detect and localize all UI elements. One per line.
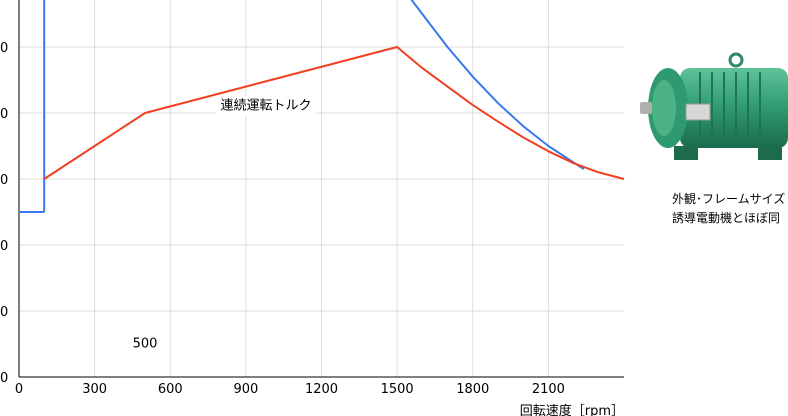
chart-axes [18,0,624,378]
speed-annotation: 500 [133,336,158,351]
motor-caption-line2: 誘導電動機とほぼ同 [672,211,781,225]
x-tick-label: 1800 [456,382,489,397]
x-tick-label: 600 [158,382,183,397]
y-tick-label: 0 [0,107,8,122]
chart-grid [19,0,624,377]
x-tick-label: 2100 [532,382,565,397]
x-axis-title: 回転速度［rpm］ [520,403,624,416]
y-tick-label: 0 [0,371,8,386]
y-tick-label: 0 [0,239,8,254]
x-tick-label: 900 [233,382,258,397]
chart-series [19,0,625,213]
x-tick-label: 0 [15,382,23,397]
y-tick-label: 0 [0,173,8,188]
y-tick-label: 0 [0,41,8,56]
chart-labels: 03006009001200150018002100000000最大トルク 短期… [0,41,624,416]
x-tick-label: 1500 [381,382,414,397]
x-tick-label: 300 [82,382,107,397]
motor-caption-line1: 外観･フレームサイズ [672,192,786,206]
y-tick-label: 0 [0,305,8,320]
continuous-torque-line [43,46,625,180]
annotation-bg [216,95,317,116]
max-torque-line [43,0,585,212]
continuous-torque-annotation: 連続運転トルク [221,99,312,114]
x-tick-label: 1200 [305,382,338,397]
motor-photo [640,50,788,180]
